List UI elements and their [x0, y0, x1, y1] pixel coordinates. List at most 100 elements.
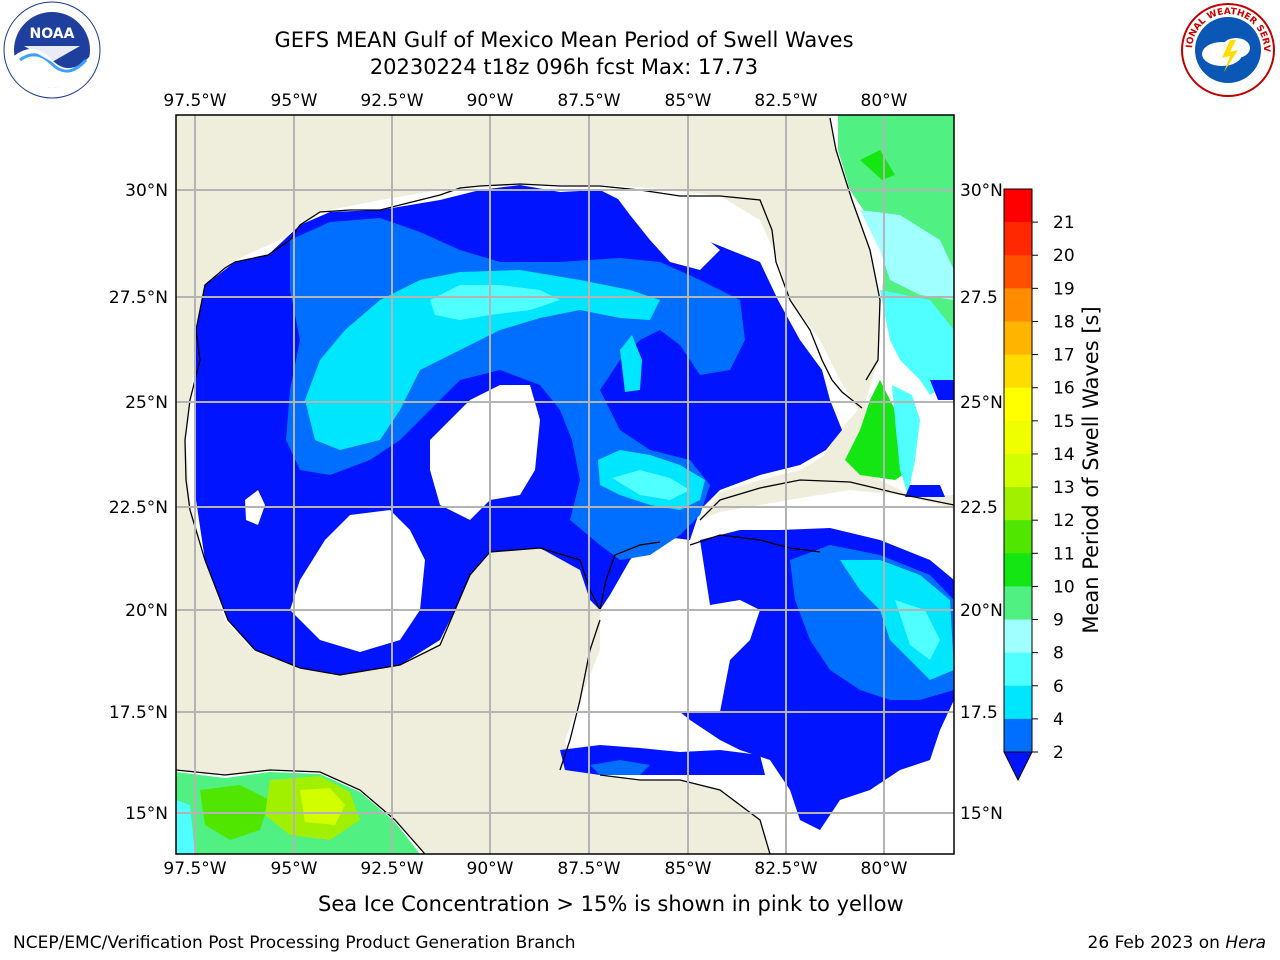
colorbar-segment-7: [1004, 420, 1032, 455]
lon-label-top-3: 90°W: [467, 91, 514, 111]
swell-field-gulf-8-9s: [430, 285, 560, 320]
lat-label-left-4: 20°N: [125, 601, 168, 621]
colorbar-tick-label-14: 19: [1053, 279, 1075, 299]
footer-branch: NCEP/EMC/Verification Post Processing Pr…: [13, 933, 576, 953]
lon-label-top-1: 95°W: [271, 91, 318, 111]
colorbar-segment-3: [1004, 288, 1032, 323]
colorbar-segment-10: [1004, 520, 1032, 554]
colorbar-tick-label-3: 8: [1053, 644, 1064, 664]
longitude-labels-top: 97.5°W 95°W 92.5°W 90°W 87.5°W 85°W 82.5°W 80°W: [163, 91, 907, 111]
colorbar-tick-label-15: 20: [1053, 246, 1075, 266]
lon-label-bottom-2: 92.5°W: [360, 859, 423, 879]
lon-label-bottom-6: 82.5°W: [754, 859, 817, 879]
colorbar-segment-14: [1004, 652, 1032, 687]
grid-lines: [176, 115, 954, 854]
lat-label-right-0: 30°N: [960, 181, 1003, 201]
colorbar-tick-label-0: 2: [1053, 743, 1064, 763]
swell-field-east-blue: [930, 380, 954, 400]
lon-label-top-5: 85°W: [665, 91, 712, 111]
colorbar-segment-13: [1004, 619, 1032, 654]
lon-label-top-4: 87.5°W: [557, 91, 620, 111]
colorbar-extend-triangle: [1003, 751, 1033, 782]
colorbar-tick-label-12: 17: [1053, 346, 1075, 366]
colorbar-tick-label-7: 12: [1053, 511, 1075, 531]
colorbar-tick-label-10: 15: [1053, 412, 1075, 432]
coastlines: [176, 117, 954, 854]
footer-date: 26 Feb 2023 on Hera: [1088, 932, 1266, 954]
colorbar-segment-15: [1004, 685, 1032, 720]
lon-label-top-6: 82.5°W: [754, 91, 817, 111]
footer-host: Hera: [1225, 933, 1266, 953]
lat-label-left-1: 27.5°N: [109, 288, 168, 308]
colorbar-segment-9: [1004, 487, 1032, 521]
colorbar-tick-label-9: 14: [1053, 445, 1075, 465]
swell-field-pacific-13-14s: [300, 788, 345, 825]
lon-label-bottom-5: 85°W: [665, 859, 712, 879]
colorbar-tick-label-5: 10: [1053, 577, 1075, 597]
swell-field-atlantic-10-11s: [860, 150, 895, 180]
swell-field-honduras-4-6s: [590, 760, 650, 775]
noaa-logo-icon: NOAA: [3, 1, 101, 99]
colorbar-label: Mean Period of Swell Waves [s]: [1079, 306, 1103, 633]
lon-label-bottom-7: 80°W: [861, 859, 908, 879]
colorbar-segment-2: [1004, 255, 1032, 289]
svg-text:NOAA: NOAA: [30, 26, 75, 42]
colorbar-tick-label-6: 11: [1053, 544, 1075, 564]
lon-label-top-2: 92.5°W: [360, 91, 423, 111]
colorbar-segment-1: [1004, 222, 1032, 256]
lat-label-right-2: 25°N: [960, 393, 1003, 413]
latitude-labels-left: 30°N 27.5°N 25°N 22.5°N 20°N 17.5°N 15°N: [109, 181, 168, 824]
lon-label-top-7: 80°W: [861, 91, 908, 111]
colorbar: [1003, 188, 1033, 782]
sea-ice-caption: Sea Ice Concentration > 15% is shown in …: [318, 892, 904, 916]
no-data-hole-central-gulf: [430, 385, 540, 520]
colorbar-tick-label-4: 9: [1053, 611, 1064, 631]
map-title: GEFS MEAN Gulf of Mexico Mean Period of …: [274, 28, 854, 52]
colorbar-segment-0: [1004, 189, 1032, 223]
colorbar-tick-label-1: 4: [1053, 710, 1064, 730]
swell-field-yucatan-8-9s: [612, 470, 690, 500]
latitude-labels-right: 30°N 27.5 25°N 22.5 20°N 17.5 15°N: [960, 181, 1003, 824]
swell-field-center-6-8s: [620, 335, 642, 392]
lat-label-right-5: 17.5: [960, 703, 998, 723]
lon-label-bottom-1: 95°W: [271, 859, 318, 879]
colorbar-segment-6: [1004, 387, 1032, 422]
lon-label-bottom-3: 90°W: [467, 859, 514, 879]
lat-label-left-5: 17.5°N: [109, 703, 168, 723]
swell-field-caribbean-8-9s: [895, 600, 940, 660]
swell-field-gulf-6-8s: [305, 270, 660, 450]
colorbar-tick-label-16: 21: [1053, 213, 1075, 233]
lat-label-right-6: 15°N: [960, 804, 1003, 824]
colorbar-frame: [1003, 188, 1033, 753]
no-data-hole-north: [615, 195, 720, 270]
lat-label-right-4: 20°N: [960, 601, 1003, 621]
colorbar-tick-label-11: 16: [1053, 379, 1075, 399]
nws-logo-icon: NATIONAL WEATHER SERVICE: [1178, 0, 1275, 97]
lat-label-left-6: 15°N: [125, 804, 168, 824]
colorbar-segment-8: [1004, 453, 1032, 488]
colorbar-segment-5: [1004, 354, 1032, 389]
swell-field-atlantic-6-8s: [880, 290, 954, 395]
swell-field-florida-keys-blue: [905, 485, 945, 497]
lon-label-bottom-0: 97.5°W: [163, 859, 226, 879]
lon-label-top-0: 97.5°W: [163, 91, 226, 111]
swell-field-bahamas-6-8s: [892, 385, 920, 495]
lat-label-right-1: 27.5: [960, 288, 998, 308]
lat-label-left-2: 25°N: [125, 393, 168, 413]
colorbar-tick-label-2: 6: [1053, 677, 1064, 697]
colorbar-tick-label-8: 13: [1053, 478, 1075, 498]
colorbar-segment-16: [1004, 718, 1032, 753]
map-frame: [175, 114, 955, 855]
colorbar-segment-11: [1004, 553, 1032, 588]
lat-label-right-3: 22.5: [960, 498, 998, 518]
colorbar-segment-4: [1004, 321, 1032, 356]
lat-label-left-0: 30°N: [125, 181, 168, 201]
longitude-labels-bottom: 97.5°W 95°W 92.5°W 90°W 87.5°W 85°W 82.5°W 80°W: [163, 859, 907, 879]
map-subtitle: 20230224 t18z 096h fcst Max: 17.73: [369, 55, 759, 79]
swell-field-bahamas-10-11s: [845, 380, 910, 480]
colorbar-ticks: 2 4 6 8 9 10 11 12 13 14 15 16 17 18 19 20 21: [1032, 213, 1075, 763]
colorbar-tick-label-13: 18: [1053, 312, 1075, 332]
colorbar-segment-12: [1004, 586, 1032, 621]
footer-date-text: 26 Feb 2023 on: [1087, 933, 1226, 953]
